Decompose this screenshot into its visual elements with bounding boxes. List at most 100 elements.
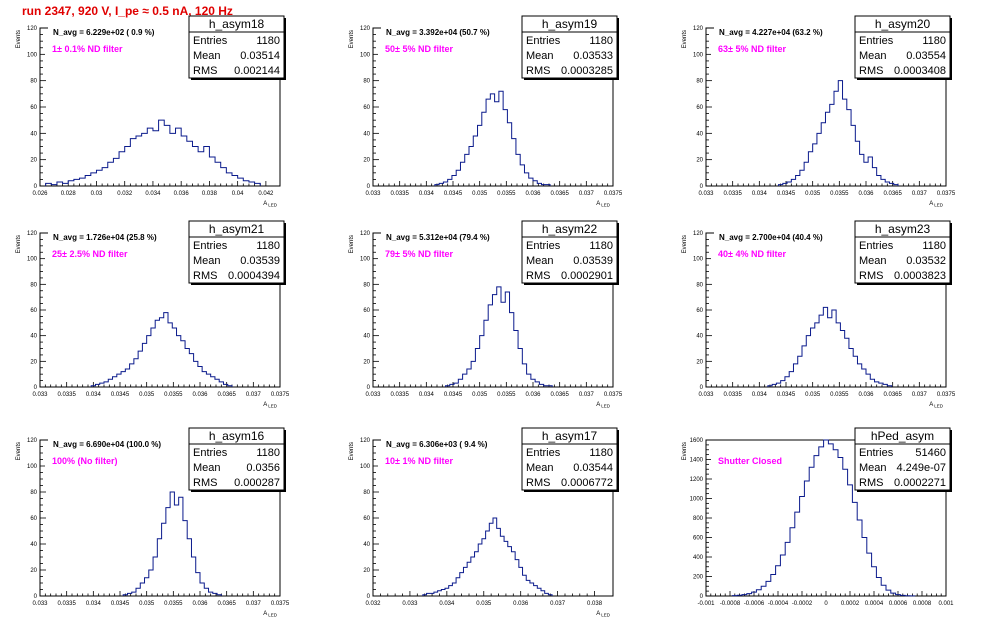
x-axis-label: ALED	[929, 201, 944, 208]
histogram-bin	[80, 178, 86, 186]
histogram-bin	[130, 364, 134, 387]
y-tick-label: 20	[363, 359, 370, 365]
histogram-bin	[849, 349, 853, 388]
histogram-bin	[806, 336, 810, 387]
histogram-bin	[456, 578, 460, 596]
x-tick-label: 0.0335	[57, 392, 76, 398]
y-tick-label: 120	[360, 231, 371, 237]
histogram-bin	[853, 356, 857, 387]
histogram-bin	[177, 336, 181, 387]
histogram-bin	[170, 133, 176, 186]
histogram-bin	[134, 359, 138, 387]
y-tick-label: 20	[30, 568, 37, 574]
histogram-bin	[814, 456, 819, 596]
histogram-bin	[742, 595, 747, 596]
histogram-bin	[153, 131, 159, 186]
histogram-bin	[450, 384, 454, 387]
histogram-bin	[548, 386, 552, 387]
x-tick-label: 0.035	[472, 392, 488, 398]
histogram-bin	[489, 523, 493, 596]
stats-value: 0.002144	[234, 65, 280, 77]
y-tick-label: 60	[696, 308, 703, 314]
stats-key: Entries	[526, 447, 561, 459]
histogram-bin	[204, 147, 210, 187]
histogram-bin	[480, 336, 484, 387]
histogram-bin	[840, 331, 844, 387]
y-tick-label: 120	[693, 231, 704, 237]
y-axis-label: Events	[349, 30, 355, 48]
stats-key: Mean	[193, 255, 221, 267]
navg-bg	[381, 438, 531, 449]
histogram-bin	[130, 139, 136, 186]
histogram-bin	[522, 364, 526, 387]
histogram-bin	[467, 562, 471, 596]
histogram-bin	[779, 185, 783, 186]
x-tick-label: 0.033	[365, 191, 381, 197]
y-tick-label: 40	[30, 542, 37, 548]
y-tick-label: 60	[30, 516, 37, 522]
y-axis-label: Events	[682, 442, 688, 460]
hist-panel-h_asym21: 0 20 40 60 80 100 120 0.033 0.0335 0.034 0.0345 0.0…	[16, 220, 290, 409]
x-tick-label: 0.038	[587, 601, 603, 607]
histogram-bin	[875, 382, 879, 387]
histogram-bin	[533, 181, 537, 186]
y-tick-label: 60	[30, 105, 37, 111]
histogram-bin	[458, 379, 462, 387]
histogram-bin	[492, 295, 496, 387]
histogram-bin	[800, 170, 804, 186]
x-tick-label: 0.0335	[723, 191, 742, 197]
y-tick-label: 20	[30, 158, 37, 164]
histogram-bin	[800, 497, 805, 596]
x-tick-label: 0.026	[32, 191, 48, 197]
x-tick-label: 0.0345	[777, 392, 796, 398]
x-tick-label: 0.034	[86, 601, 102, 607]
x-tick-label: 0.0355	[497, 392, 516, 398]
x-tick-label: 0.0375	[271, 601, 290, 607]
x-tick-label: 0.0004	[865, 601, 884, 607]
stats-value: 1180	[922, 240, 946, 252]
stats-box	[854, 427, 951, 491]
histogram-bin	[791, 179, 795, 186]
x-tick-label: 0.0355	[497, 191, 516, 197]
x-tick-label: 0.033	[402, 601, 418, 607]
filter-bg	[711, 43, 823, 55]
histogram-bin	[523, 575, 527, 596]
stats-box	[188, 427, 285, 491]
navg-label: N_avg = 1.726e+04 (25.8 %)	[53, 233, 157, 242]
histogram-bin	[155, 320, 159, 387]
histogram-bin	[530, 583, 534, 596]
histogram-bin	[836, 323, 840, 387]
x-axis-label: ALED	[263, 201, 278, 208]
histogram-bin	[488, 305, 492, 387]
x-tick-label: 0.0345	[777, 191, 796, 197]
histogram-bin	[427, 593, 431, 596]
stats-key: Mean	[193, 462, 221, 474]
y-tick-label: 100	[360, 52, 371, 58]
navg-bg	[381, 231, 531, 242]
x-tick-label: 0.037	[579, 392, 595, 398]
histogram-bin	[545, 593, 549, 596]
x-tick-label: 0.0375	[271, 392, 290, 398]
stats-value: 0.03544	[573, 462, 613, 474]
histogram-bin	[819, 447, 824, 596]
x-tick-label: 0.0008	[913, 601, 932, 607]
histogram-bin	[796, 175, 800, 186]
x-tick-label: 0.036	[525, 191, 541, 197]
y-tick-label: 120	[693, 26, 704, 32]
histogram-bin	[217, 595, 221, 596]
histogram-bin	[821, 123, 825, 186]
filter-bg	[45, 248, 157, 260]
histogram-bin	[852, 502, 857, 596]
histogram-bin	[512, 139, 516, 186]
navg-label: N_avg = 6.229e+02 ( 0.9 %)	[53, 28, 155, 37]
x-tick-label: 0.034	[439, 601, 455, 607]
stats-key: Entries	[193, 35, 228, 47]
y-tick-label: 0	[34, 594, 38, 600]
stats-key: Entries	[859, 240, 894, 252]
histogram-bin	[117, 374, 121, 387]
histogram-bin	[74, 179, 80, 186]
histogram-bin	[164, 125, 170, 186]
y-tick-label: 100	[27, 464, 38, 470]
x-tick-label: 0.037	[246, 392, 262, 398]
filter-bg	[378, 43, 490, 55]
